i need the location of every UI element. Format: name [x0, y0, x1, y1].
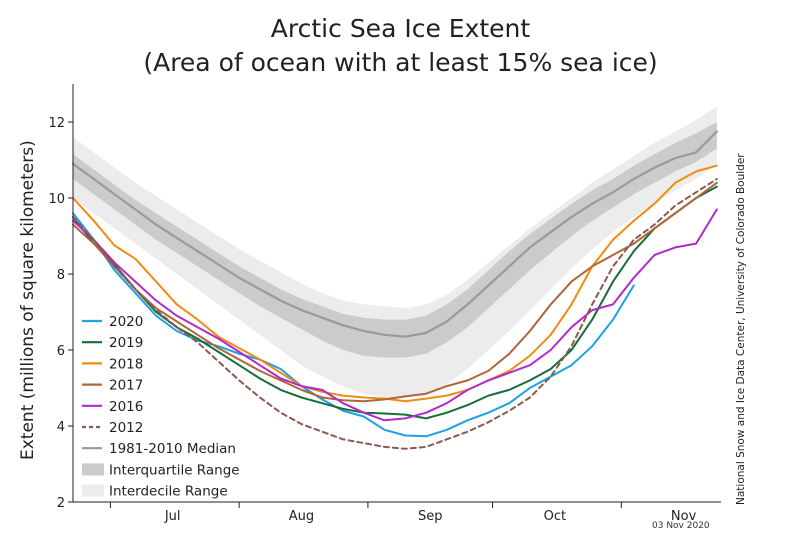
x-tick-label-sep: Sep: [418, 509, 443, 524]
legend-label-2018: 2018: [109, 356, 143, 372]
chart-title: Arctic Sea Ice Extent: [270, 14, 531, 43]
x-tick-label-oct: Oct: [544, 509, 566, 524]
y-tick-label-2: 2: [57, 496, 65, 511]
series-line-2018: [72, 164, 718, 403]
y-tick-label-6: 6: [57, 344, 65, 359]
chart-subtitle: (Area of ocean with at least 15% sea ice…: [143, 48, 658, 77]
y-tick-label-8: 8: [57, 268, 65, 283]
series-line-2017: [72, 181, 718, 403]
legend-label-2019: 2019: [109, 335, 143, 351]
series-line-2020: [72, 212, 635, 438]
axes: 2 4 6 8 10 12 Jul Aug Sep Oct Nov: [48, 84, 721, 524]
legend-label-interdecile-range: Interdecile Range: [109, 484, 228, 500]
legend-label-1981-2010-median: 1981-2010 Median: [109, 441, 236, 457]
date-stamp: 03 Nov 2020: [652, 521, 710, 531]
legend-label-2012: 2012: [109, 420, 143, 436]
series-line-1981-2010-median: [71, 130, 718, 338]
legend-label-2017: 2017: [109, 378, 143, 394]
legend-label-2016: 2016: [109, 399, 143, 415]
legend-swatch-interdecile-range: [82, 484, 104, 497]
legend-label-2020: 2020: [109, 314, 143, 330]
y-tick-label-10: 10: [48, 192, 65, 207]
y-tick-label-4: 4: [57, 420, 65, 435]
series-lines: [71, 130, 718, 450]
series-line-2012: [72, 178, 718, 450]
range-bands: [73, 106, 717, 398]
legend-label-interquartile-range: Interquartile Range: [109, 462, 240, 478]
credit-text: National Snow and Ice Data Center, Unive…: [735, 153, 747, 505]
x-tick-label-jul: Jul: [164, 509, 181, 524]
y-tick-label-12: 12: [48, 116, 65, 131]
legend-swatch-interquartile-range: [82, 463, 104, 476]
x-tick-label-aug: Aug: [289, 509, 314, 524]
legend: 2020 2019 2018 2017 2016 2012 1981-2010 Median…: [82, 314, 240, 500]
x-tick-label-nov: Nov: [671, 509, 697, 524]
series-line-2016: [72, 208, 718, 422]
